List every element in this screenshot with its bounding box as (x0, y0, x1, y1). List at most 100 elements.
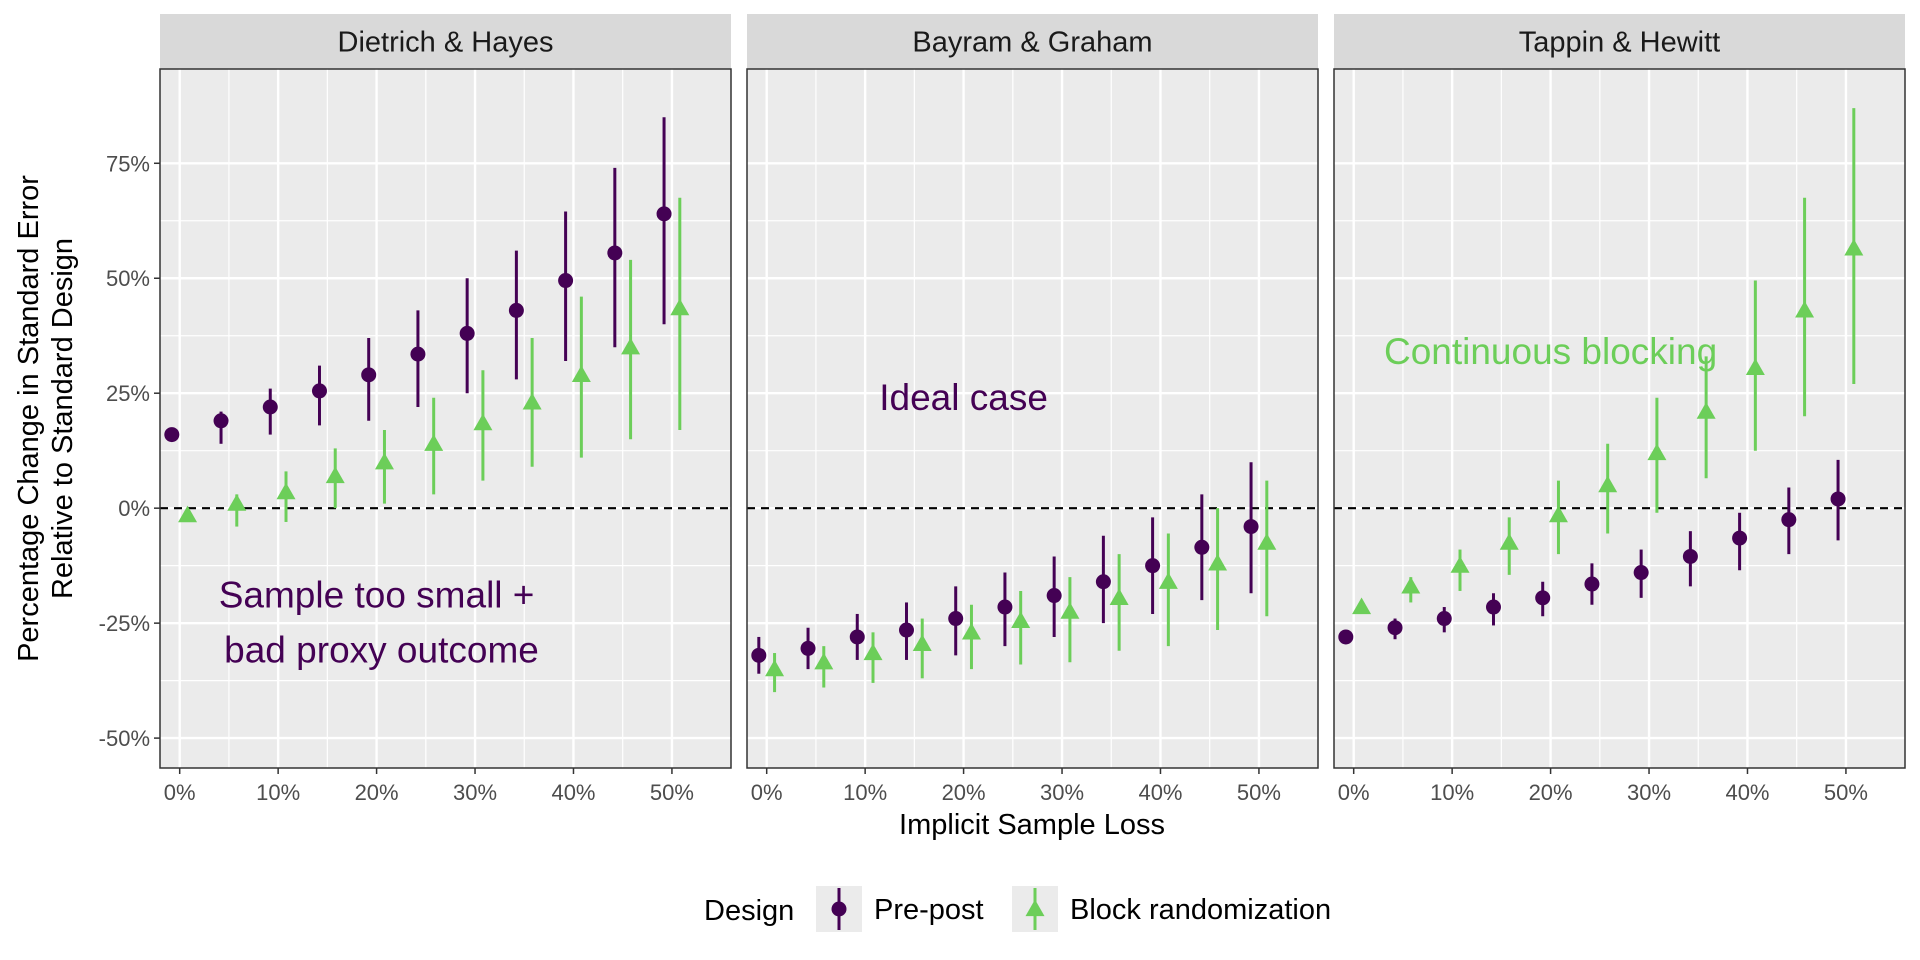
panel-background (160, 69, 731, 768)
point-pre-post (311, 383, 327, 399)
point-pre-post (1436, 611, 1452, 627)
x-tick-label: 40% (551, 780, 595, 805)
point-block-randomization (1011, 611, 1031, 628)
legend-title: Design (704, 895, 794, 927)
point-block-randomization (670, 298, 690, 316)
panel-border (1333, 68, 1906, 769)
legend-entry-label: Block randomization (1070, 894, 1331, 926)
panel-annotation: Sample too small + (219, 575, 535, 616)
x-tick-label: 40% (1138, 780, 1182, 805)
point-pre-post (410, 346, 426, 362)
facet-strip (160, 14, 731, 69)
x-tick-label: 10% (843, 780, 887, 805)
legend: Design Pre-post Block randomization (704, 886, 1331, 932)
y-axis-title-line-1: Percentage Change in Standard Error (13, 175, 45, 662)
point-pre-post (361, 367, 377, 383)
point-pre-post (1584, 576, 1600, 592)
point-block-randomization (276, 482, 296, 500)
legend-key-circle (831, 901, 847, 917)
point-pre-post (1485, 599, 1501, 615)
facet-panel-2: Tappin & Hewitt Continuous blocking (1333, 14, 1906, 769)
facet-panel-1: Bayram & Graham Ideal case (746, 14, 1319, 769)
x-tick-label: 50% (650, 780, 694, 805)
point-pre-post (997, 599, 1013, 615)
point-block-randomization (1401, 576, 1421, 594)
point-pre-post (1732, 530, 1748, 546)
point-pre-post (558, 273, 574, 289)
point-block-randomization (1844, 238, 1864, 256)
point-block-randomization (1745, 358, 1765, 376)
x-tick-label: 10% (1430, 780, 1474, 805)
point-pre-post (1682, 548, 1698, 564)
point-block-randomization (1060, 602, 1080, 619)
point-block-randomization (1548, 505, 1568, 523)
panel-annotation: Ideal case (879, 377, 1048, 418)
x-tick-label: 50% (1824, 780, 1868, 805)
point-block-randomization (424, 434, 444, 451)
point-block-randomization (178, 505, 198, 523)
y-tick-label: 25% (106, 381, 150, 406)
panel-border (746, 68, 1319, 769)
point-block-randomization (473, 413, 493, 431)
facet-strip (1334, 14, 1905, 69)
point-block-randomization (863, 643, 883, 661)
point-block-randomization (1109, 588, 1129, 605)
point-pre-post (751, 647, 767, 663)
panel-annotation: bad proxy outcome (224, 630, 539, 671)
point-block-randomization (227, 494, 247, 511)
point-pre-post (164, 427, 180, 443)
point-pre-post (1194, 539, 1210, 555)
panel-background (747, 69, 1318, 768)
x-tick-label: 0% (751, 780, 783, 805)
point-pre-post (607, 245, 623, 261)
panel-annotation: Continuous blocking (1384, 331, 1717, 372)
x-tick-label: 20% (355, 780, 399, 805)
point-block-randomization (912, 634, 932, 651)
panel-border (159, 68, 732, 769)
legend-entry-label: Pre-post (874, 894, 984, 926)
point-block-randomization (961, 622, 981, 640)
point-block-randomization (814, 652, 834, 670)
point-pre-post (1535, 590, 1551, 606)
point-pre-post (800, 640, 816, 656)
x-tick-label: 0% (164, 780, 196, 805)
point-pre-post (1781, 512, 1797, 528)
point-block-randomization (1598, 475, 1618, 493)
point-pre-post (1243, 519, 1259, 535)
point-block-randomization (522, 392, 542, 410)
y-tick-label: 75% (106, 151, 150, 176)
facet-strip-label: Bayram & Graham (912, 27, 1152, 59)
axis-layer: 0% 10% 20% 30% 40% 50% 0% 10% 20% 30% 40% 50% 0% 10% 2… (99, 151, 1868, 805)
point-pre-post (508, 302, 524, 318)
x-tick-label: 20% (1529, 780, 1573, 805)
x-tick-label: 20% (942, 780, 986, 805)
legend-entry-pre-post: Pre-post (816, 886, 984, 932)
x-tick-label: 30% (1040, 780, 1084, 805)
point-block-randomization (1208, 553, 1228, 571)
facet-strip (747, 14, 1318, 69)
point-pre-post (1338, 629, 1354, 645)
y-tick-label: -25% (99, 611, 150, 636)
point-pre-post (1830, 491, 1846, 507)
point-block-randomization (1696, 402, 1716, 419)
point-block-randomization (325, 466, 345, 484)
x-tick-label: 0% (1338, 780, 1370, 805)
legend-key-triangle (1025, 899, 1045, 917)
facet-strip-label: Tappin & Hewitt (1519, 27, 1721, 59)
point-block-randomization (1257, 533, 1277, 550)
x-tick-label: 30% (1627, 780, 1671, 805)
point-block-randomization (1352, 597, 1372, 615)
point-block-randomization (1158, 572, 1178, 589)
point-pre-post (262, 399, 278, 415)
point-block-randomization (374, 452, 394, 470)
point-block-randomization (1795, 300, 1815, 318)
facet-panel-0: Dietrich & Hayes Sample too small + bad pr… (159, 14, 732, 769)
point-pre-post (213, 413, 229, 429)
x-tick-label: 10% (256, 780, 300, 805)
x-tick-label: 40% (1725, 780, 1769, 805)
x-axis-title: Implicit Sample Loss (899, 809, 1165, 841)
point-block-randomization (1499, 533, 1519, 550)
x-tick-label: 50% (1237, 780, 1281, 805)
point-pre-post (948, 611, 964, 627)
